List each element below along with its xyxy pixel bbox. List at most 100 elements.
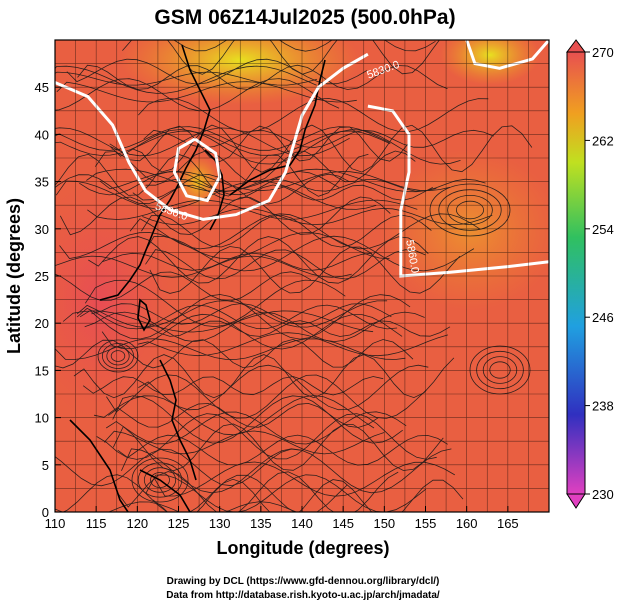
contour-line — [55, 52, 369, 221]
coastline-philippines — [159, 359, 197, 481]
coastline-borneo — [139, 469, 191, 512]
streamline-vortex — [455, 200, 484, 220]
colorbar-gradient — [566, 51, 586, 495]
streamline — [117, 471, 399, 512]
streamlines — [55, 40, 533, 512]
streamline — [121, 448, 452, 494]
x-axis-ticks: 110 115 120 125 130 135 140 145 150 155 160 165 — [45, 506, 519, 531]
streamline — [117, 434, 448, 466]
x-tick-label: 125 — [168, 516, 190, 531]
height-contours — [55, 40, 549, 278]
streamline — [55, 130, 391, 156]
colorbar-ticks: 230 238 246 254 262 270 — [585, 45, 614, 502]
streamline — [152, 478, 464, 512]
streamline — [96, 413, 437, 460]
streamline-vortex — [438, 189, 502, 231]
streamline-vortex — [489, 361, 511, 379]
x-tick-label: 110 — [45, 516, 66, 531]
streamline — [55, 271, 312, 302]
x-tick-label: 150 — [373, 516, 395, 531]
x-tick-label: 135 — [250, 516, 272, 531]
contour-line — [465, 40, 549, 70]
y-tick-label: 30 — [35, 222, 49, 237]
streamline — [105, 411, 407, 445]
streamline — [55, 126, 390, 151]
x-tick-label: 145 — [332, 516, 354, 531]
streamline-vortex — [137, 462, 183, 498]
credit-drawing: Drawing by DCL (https://www.gfd-dennou.o… — [167, 576, 440, 587]
x-tick-label: 130 — [209, 516, 231, 531]
x-tick-label: 165 — [497, 516, 519, 531]
x-tick-label: 120 — [126, 516, 148, 531]
streamline — [55, 501, 298, 512]
y-tick-label: 45 — [35, 80, 49, 95]
y-tick-label: 10 — [35, 411, 49, 426]
x-tick-label: 155 — [415, 516, 437, 531]
colorbar-tick-label: 238 — [592, 399, 614, 414]
y-axis-label: Latitude (degrees) — [4, 198, 24, 354]
streamline — [56, 81, 357, 103]
streamline — [55, 448, 302, 487]
y-axis-ticks: 0 5 10 15 20 25 30 35 40 45 — [35, 80, 61, 520]
y-tick-label: 0 — [42, 505, 49, 520]
streamline — [55, 65, 317, 94]
streamline — [108, 402, 379, 428]
streamline-vortex — [447, 194, 493, 225]
contour-line — [367, 104, 549, 278]
x-tick-label: 115 — [86, 516, 107, 531]
streamline — [141, 214, 432, 248]
streamline — [84, 311, 425, 343]
streamline — [55, 78, 340, 112]
streamline — [93, 395, 375, 436]
streamline — [76, 304, 398, 330]
streamline — [106, 374, 427, 419]
x-tick-label: 160 — [456, 516, 478, 531]
y-tick-label: 35 — [35, 175, 49, 190]
colorbar-bottom-arrow — [566, 493, 586, 509]
y-tick-label: 25 — [35, 269, 49, 284]
coastline-indochina — [69, 419, 129, 512]
streamline-vortex — [110, 350, 126, 362]
streamline — [138, 97, 489, 133]
colorbar: 230 238 246 254 262 270 — [566, 39, 614, 509]
streamline — [122, 40, 440, 75]
colorbar-tick-label: 254 — [592, 222, 614, 237]
streamline — [94, 150, 416, 183]
streamline — [145, 40, 436, 52]
streamline-vortex — [102, 343, 135, 369]
streamline-vortex — [429, 183, 511, 237]
streamline — [55, 71, 318, 86]
streamline — [55, 153, 369, 197]
streamline — [55, 173, 349, 205]
coastline-taiwan — [137, 298, 151, 332]
streamline — [110, 129, 461, 165]
contour-line — [172, 137, 222, 203]
streamline — [55, 338, 406, 360]
contour-label: 5860.0 — [403, 239, 421, 274]
streamline — [55, 474, 348, 512]
streamline — [55, 127, 350, 157]
streamline — [101, 252, 373, 271]
streamline — [101, 313, 403, 350]
streamline-vortex — [482, 356, 518, 384]
colorbar-tick-label: 270 — [592, 45, 614, 60]
streamline — [55, 338, 414, 369]
streamline — [145, 249, 426, 280]
streamline-vortex — [150, 472, 170, 488]
warm-region-northeast — [440, 40, 540, 85]
streamline — [76, 300, 388, 328]
streamline — [143, 129, 494, 149]
colorbar-tick-label: 230 — [592, 487, 614, 502]
colorbar-tick-label: 262 — [592, 133, 614, 148]
colorbar-top-arrow — [566, 39, 586, 53]
streamline — [112, 395, 403, 444]
streamline-vortex — [131, 457, 189, 503]
grid-lines — [55, 40, 549, 512]
colorbar-tick-label: 246 — [592, 310, 614, 325]
streamline-vortex — [143, 467, 177, 493]
streamline-vortex — [476, 350, 524, 390]
streamline — [103, 430, 385, 455]
y-tick-label: 5 — [42, 458, 49, 473]
